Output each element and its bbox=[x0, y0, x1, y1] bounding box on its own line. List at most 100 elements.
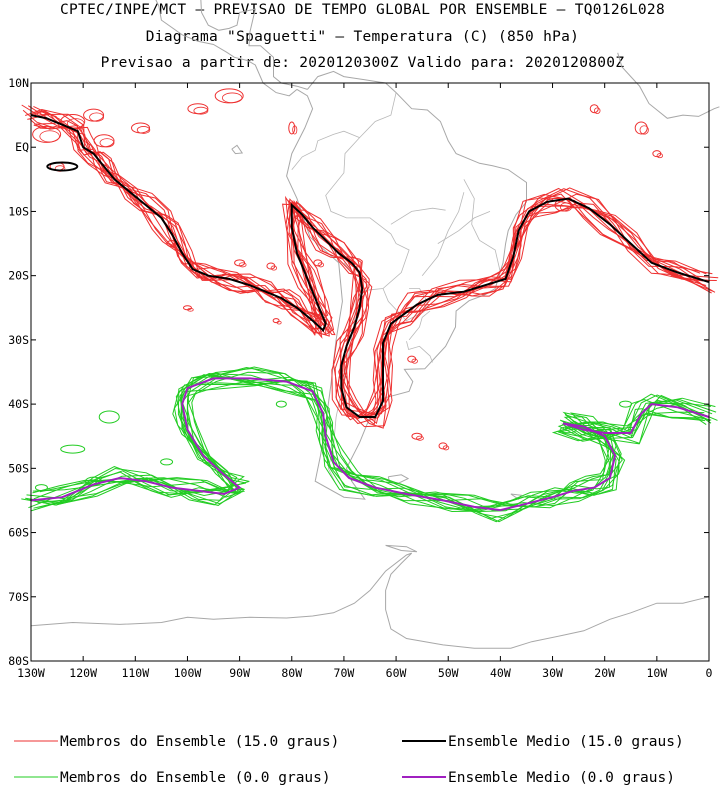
member-15-blob bbox=[594, 107, 601, 114]
member-15-blob bbox=[89, 112, 104, 122]
member-15-line bbox=[39, 110, 719, 428]
member-0-blob bbox=[559, 426, 577, 434]
x-tick-label: 100W bbox=[174, 666, 202, 680]
chart-title-line-2: Diagrama "Spaguetti" — Temperatura (C) (… bbox=[145, 29, 580, 45]
y-tick-label: 40S bbox=[8, 397, 29, 411]
member-0-line bbox=[39, 366, 718, 508]
member-15-blob bbox=[272, 318, 280, 324]
member-15-blob bbox=[634, 121, 648, 135]
member-0-line bbox=[21, 374, 700, 523]
member-0-blob bbox=[34, 484, 48, 492]
y-tick-label: 80S bbox=[8, 654, 29, 668]
member-0-line bbox=[37, 379, 717, 512]
x-tick-label: 130W bbox=[17, 666, 45, 680]
y-tick-label: 20S bbox=[8, 269, 29, 283]
border-10 bbox=[437, 211, 491, 244]
coast-antarctica bbox=[30, 552, 710, 649]
x-tick-label: 120W bbox=[69, 666, 97, 680]
member-15-line bbox=[27, 113, 707, 415]
ensemble-mean-15-line bbox=[30, 114, 710, 418]
ensemble-means-layer bbox=[30, 114, 710, 512]
x-tick-label: 40W bbox=[490, 666, 511, 680]
member-0-blob bbox=[160, 458, 174, 466]
y-tick-label: 30S bbox=[8, 333, 29, 347]
member-15-blob bbox=[292, 125, 298, 135]
member-15-line bbox=[32, 110, 711, 425]
x-tick-label: 50W bbox=[438, 666, 459, 680]
member-15-blob bbox=[442, 445, 450, 451]
x-tick-label: 30W bbox=[542, 666, 563, 680]
plot-frame bbox=[30, 82, 710, 662]
chart-title-line-1: CPTEC/INPE/MCT — PREVISAO DE TEMPO GLOBA… bbox=[60, 2, 665, 18]
legend-label: Membros do Ensemble (0.0 graus) bbox=[60, 770, 331, 786]
ensemble-mean-0-line bbox=[30, 377, 710, 512]
member-15-blob bbox=[270, 265, 278, 271]
member-15-blob bbox=[639, 125, 649, 135]
border-8 bbox=[421, 192, 465, 276]
member-15-blob bbox=[187, 307, 194, 312]
member-15-blob bbox=[99, 138, 115, 148]
member-0-blob bbox=[619, 400, 633, 408]
member-15-blob bbox=[193, 106, 209, 115]
member-15-blob bbox=[221, 92, 243, 104]
member-15-blob bbox=[66, 118, 85, 129]
x-tick-label: 10W bbox=[646, 666, 667, 680]
island-galapagos bbox=[231, 144, 244, 155]
x-tick-label: 60W bbox=[386, 666, 407, 680]
island-south-shetland bbox=[385, 544, 418, 553]
member-15-blob bbox=[411, 358, 418, 364]
member-0-line bbox=[33, 372, 712, 513]
y-tick-label: EQ bbox=[15, 140, 29, 154]
member-15-blob bbox=[656, 153, 664, 159]
member-15-blob bbox=[83, 108, 105, 122]
coastline-layer bbox=[30, 0, 720, 649]
y-tick-label: 70S bbox=[8, 590, 29, 604]
ensemble-mean-15-loop bbox=[46, 161, 79, 172]
x-tick-label: 70W bbox=[334, 666, 355, 680]
member-15-blob bbox=[131, 122, 151, 134]
y-tick-label: 50S bbox=[8, 461, 29, 475]
member-15-blob bbox=[93, 134, 115, 148]
member-15-line bbox=[25, 108, 704, 419]
y-tick-label: 10N bbox=[8, 76, 29, 90]
y-tick-label: 10S bbox=[8, 204, 29, 218]
x-tick-label: 20W bbox=[594, 666, 615, 680]
legend-label: Ensemble Medio (0.0 graus) bbox=[448, 770, 675, 786]
x-tick-label: 80W bbox=[281, 666, 302, 680]
member-15-blob bbox=[416, 435, 424, 441]
border-6 bbox=[408, 310, 431, 341]
border-2 bbox=[291, 130, 360, 170]
y-tick-label: 60S bbox=[8, 526, 29, 540]
ensemble-members-0-layer bbox=[21, 366, 718, 523]
member-15-line bbox=[27, 105, 707, 420]
axis-ticks-layer: 130W 120W 110W 100W 90W 80W 70W 60W 50W 40W 30W 20W… bbox=[8, 76, 712, 680]
member-15-blob bbox=[238, 262, 247, 268]
border-5 bbox=[406, 341, 433, 363]
member-15-blob bbox=[276, 320, 282, 325]
member-15-blob bbox=[288, 121, 296, 135]
member-15-blob bbox=[39, 130, 60, 143]
member-15-blob bbox=[589, 104, 599, 114]
member-0-line bbox=[26, 373, 706, 520]
member-15-line bbox=[33, 124, 712, 416]
member-15-blob bbox=[136, 126, 151, 134]
x-tick-label: 110W bbox=[121, 666, 149, 680]
border-9 bbox=[390, 207, 446, 225]
coast-africa bbox=[617, 52, 720, 119]
legend-label: Ensemble Medio (15.0 graus) bbox=[448, 734, 684, 750]
member-0-line bbox=[33, 371, 712, 508]
coast-south-america bbox=[286, 70, 527, 500]
chart-title-line-3: Previsao a partir de: 2020120300Z Valido… bbox=[100, 55, 625, 71]
coast-central-america bbox=[155, 0, 298, 97]
member-15-blob bbox=[559, 202, 572, 212]
member-15-blob bbox=[32, 125, 62, 143]
member-15-blob bbox=[317, 262, 325, 268]
border-7 bbox=[463, 179, 501, 273]
member-15-line bbox=[29, 118, 708, 419]
member-15-line bbox=[30, 110, 708, 426]
legend-label: Membros do Ensemble (15.0 graus) bbox=[60, 734, 339, 750]
legend: Membros do Ensemble (15.0 graus) Ensemble… bbox=[14, 734, 684, 786]
coast-central-america-east bbox=[200, 0, 308, 90]
border-4 bbox=[382, 288, 428, 322]
